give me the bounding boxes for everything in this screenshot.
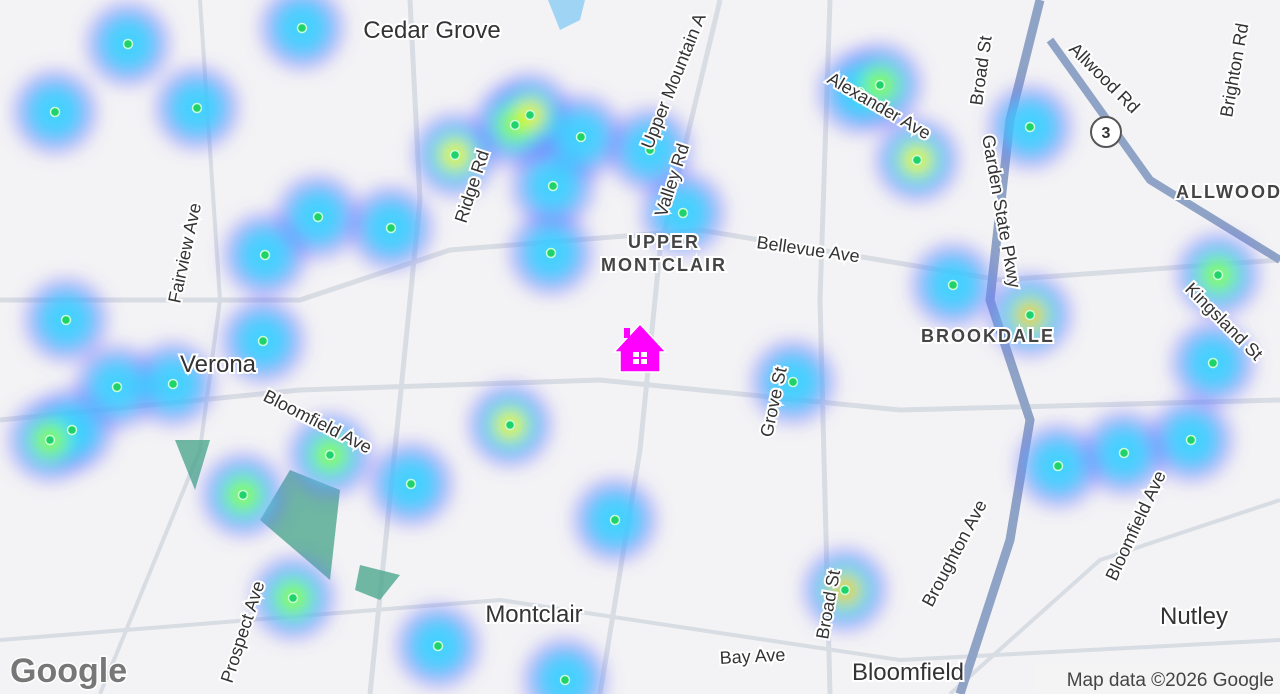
heat-point [854, 86, 866, 98]
heat-point [1212, 269, 1224, 281]
attribution-bg [1034, 664, 1280, 694]
heat-point [167, 378, 179, 390]
heat-point [405, 478, 417, 490]
heat-point [257, 335, 269, 347]
place-label: Verona [180, 351, 257, 378]
heat-point [432, 640, 444, 652]
heat-point [1024, 309, 1036, 321]
heat-point [66, 424, 78, 436]
heat-point [559, 674, 571, 686]
google-logo[interactable]: Google [9, 651, 129, 692]
heat-point [644, 144, 656, 156]
heat-point [787, 376, 799, 388]
heat-point [191, 102, 203, 114]
heat-point [1118, 447, 1130, 459]
place-label: BROOKDALE [921, 326, 1055, 346]
place-label: Bloomfield [852, 659, 964, 686]
heat-point [504, 419, 516, 431]
heat-point [1052, 460, 1064, 472]
heat-point [874, 79, 886, 91]
heat-point [524, 109, 536, 121]
heat-point [324, 449, 336, 461]
place-label: Cedar Grove [363, 17, 500, 44]
place-label: UPPER [628, 232, 700, 252]
heat-point [839, 584, 851, 596]
heat-point [385, 222, 397, 234]
street-label: Bay Ave [719, 645, 786, 668]
heat-point [1024, 121, 1036, 133]
heat-point [1207, 357, 1219, 369]
place-label: Montclair [485, 601, 582, 628]
heat-point [237, 489, 249, 501]
heat-point [575, 131, 587, 143]
heat-point [312, 211, 324, 223]
place-label: Nutley [1160, 603, 1228, 630]
heat-point [122, 38, 134, 50]
heat-blob [537, 652, 593, 694]
home-marker[interactable] [612, 322, 668, 373]
heat-point [259, 249, 271, 261]
heat-point [1185, 434, 1197, 446]
heat-point [609, 514, 621, 526]
heat-point [60, 314, 72, 326]
heatmap [10, 0, 1258, 694]
heat-point [911, 154, 923, 166]
heat-point [545, 247, 557, 259]
attribution[interactable]: Map data ©2026 Google [1067, 670, 1274, 691]
heat-point [44, 434, 56, 446]
heat-point [287, 592, 299, 604]
route-shield [1090, 116, 1122, 148]
place-label: MONTCLAIR [601, 255, 727, 275]
heat-point [509, 119, 521, 131]
heat-point [296, 22, 308, 34]
heat-point [947, 279, 959, 291]
place-label: ALLWOOD [1176, 182, 1280, 202]
heat-point [49, 106, 61, 118]
route-number: 3 [1102, 125, 1111, 142]
heat-point [547, 180, 559, 192]
heat-point [111, 381, 123, 393]
heat-point [449, 149, 461, 161]
heat-point [677, 207, 689, 219]
